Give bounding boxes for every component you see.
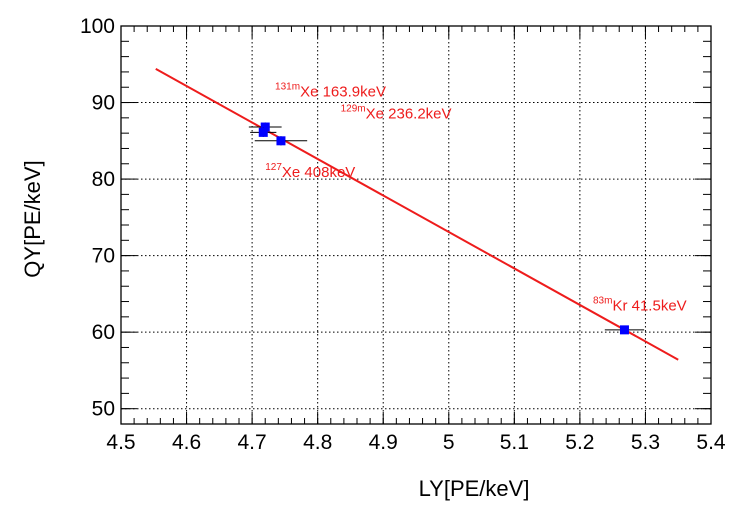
annotation-label: 131mXe 163.9keV [275, 81, 386, 100]
x-tick-label: 5.4 [696, 431, 726, 454]
annotation-text: Xe 163.9keV [300, 83, 386, 100]
annotation-superscript: 83m [593, 296, 612, 307]
data-point [258, 127, 268, 137]
annotation-superscript: 129m [341, 104, 366, 115]
x-tick-label: 4.7 [238, 431, 267, 454]
x-axis-title: LY[PE/keV] [419, 476, 530, 501]
fit-layer [155, 67, 679, 361]
x-tick-label: 4.9 [369, 431, 398, 454]
annotation-superscript: 127 [265, 162, 282, 173]
x-tick-label: 4.8 [303, 431, 332, 454]
y-tick-label: 60 [92, 321, 115, 344]
annotation-layer: 131mXe 163.9keV 129mXe 236.2keV 127Xe 408k… [265, 81, 686, 314]
y-tick-label: 90 [92, 92, 115, 115]
tick-labels-layer: 4.5 4.6 4.7 4.8 4.9 5 5.1 5.2 5.3 5.4 50 60 70 80 90 10… [80, 15, 726, 454]
y-tick-label: 100 [80, 15, 115, 38]
x-tick-label: 4.5 [106, 431, 135, 454]
ticks-layer [120, 25, 712, 425]
data-point [619, 325, 629, 335]
annotation-text: Xe 236.2keV [366, 106, 452, 123]
x-tick-label: 5.1 [500, 431, 529, 454]
annotation-label: 129mXe 236.2keV [341, 104, 452, 123]
x-tick-label: 5.2 [565, 431, 594, 454]
annotation-label: 127Xe 408keV [265, 162, 355, 181]
annotation-label: 83mKr 41.5keV [593, 296, 687, 315]
annotation-text: Xe 408keV [282, 164, 355, 181]
y-tick-label: 50 [92, 398, 115, 421]
data-point [260, 122, 270, 132]
x-tick-label: 4.6 [172, 431, 201, 454]
fit-line [155, 67, 679, 361]
data-point [276, 136, 286, 146]
x-tick-label: 5.3 [631, 431, 660, 454]
x-tick-label: 5 [443, 431, 455, 454]
y-tick-label: 80 [92, 168, 115, 191]
y-axis-title: QY[PE/keV] [20, 160, 45, 277]
y-tick-label: 70 [92, 245, 115, 268]
points-layer [248, 122, 645, 335]
annotation-superscript: 131m [275, 81, 300, 92]
annotation-text: Kr 41.5keV [612, 298, 686, 315]
